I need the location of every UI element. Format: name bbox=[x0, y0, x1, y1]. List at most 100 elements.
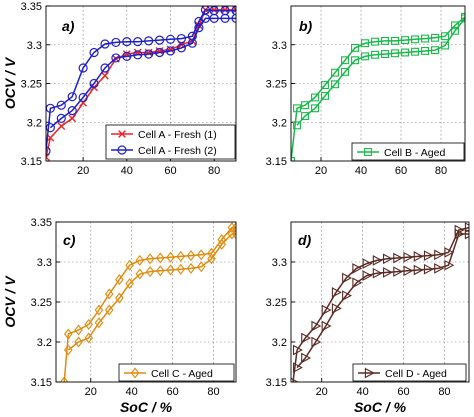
data-point bbox=[186, 262, 196, 274]
legend-box bbox=[352, 363, 467, 382]
data-point bbox=[351, 43, 359, 52]
data-point bbox=[383, 267, 393, 278]
data-point bbox=[444, 247, 455, 258]
y-tick-label: 3.2 bbox=[27, 117, 42, 129]
data-point bbox=[176, 250, 186, 262]
data-point bbox=[46, 146, 51, 156]
series-line bbox=[292, 226, 469, 382]
data-point bbox=[321, 81, 329, 90]
data-point bbox=[292, 362, 303, 373]
y-tick-label: 3.15 bbox=[21, 156, 42, 168]
data-point bbox=[431, 46, 439, 55]
data-point bbox=[166, 264, 175, 276]
data-point bbox=[165, 34, 176, 44]
plot-frame bbox=[290, 221, 470, 383]
x-axis-title: SoC / % bbox=[120, 399, 173, 415]
data-point bbox=[100, 39, 110, 49]
data-point bbox=[361, 39, 369, 48]
data-point bbox=[74, 324, 83, 336]
data-point bbox=[115, 274, 124, 286]
data-point bbox=[176, 43, 187, 53]
data-point bbox=[391, 36, 399, 45]
data-point bbox=[331, 80, 339, 89]
data-point bbox=[441, 32, 449, 41]
x-tick-label: 60 bbox=[395, 165, 407, 177]
data-point bbox=[434, 249, 445, 261]
data-point bbox=[74, 336, 83, 348]
x-tick-label: 80 bbox=[208, 165, 220, 177]
data-point bbox=[154, 35, 165, 45]
data-point bbox=[451, 26, 459, 35]
data-point bbox=[133, 50, 143, 60]
data-point bbox=[464, 222, 469, 233]
x-tick-label: 40 bbox=[121, 165, 133, 177]
legend-box bbox=[118, 363, 235, 382]
x-tick-label: 80 bbox=[438, 386, 450, 398]
x-tick-label: 60 bbox=[166, 386, 178, 398]
data-point bbox=[413, 251, 424, 262]
data-point bbox=[227, 228, 236, 240]
data-point bbox=[342, 272, 353, 284]
data-point bbox=[231, 222, 236, 234]
data-point bbox=[362, 258, 373, 269]
series-line bbox=[46, 9, 236, 151]
legend-label: Cell A - Fresh (1) bbox=[138, 129, 217, 141]
data-point bbox=[362, 270, 373, 281]
data-point bbox=[421, 34, 429, 43]
data-point bbox=[393, 266, 404, 277]
data-point bbox=[133, 37, 143, 47]
plot-frame bbox=[55, 221, 237, 383]
data-point bbox=[403, 251, 414, 263]
data-point bbox=[291, 377, 299, 382]
legend-box bbox=[105, 124, 236, 160]
data-point bbox=[231, 6, 236, 16]
x-tick-label: 20 bbox=[77, 165, 89, 177]
data-point bbox=[381, 50, 389, 59]
y-tick-label: 3.15 bbox=[266, 377, 287, 389]
data-point bbox=[381, 36, 389, 45]
data-point bbox=[207, 253, 216, 265]
data-point bbox=[68, 114, 77, 123]
y-tick-label: 3.35 bbox=[21, 1, 42, 13]
data-point bbox=[311, 93, 319, 102]
data-point bbox=[196, 249, 206, 261]
data-point bbox=[63, 328, 73, 340]
data-point bbox=[401, 48, 409, 57]
data-point bbox=[104, 304, 114, 316]
y-tick-label: 3.25 bbox=[31, 297, 52, 309]
data-point bbox=[145, 266, 155, 278]
data-point bbox=[111, 53, 121, 63]
data-point bbox=[209, 13, 219, 23]
y-axis-title: OCV / V bbox=[2, 56, 18, 109]
data-point bbox=[176, 33, 187, 44]
x-axis-title: SoC / % bbox=[354, 399, 407, 415]
data-point bbox=[231, 228, 236, 240]
data-point bbox=[301, 352, 312, 364]
data-point bbox=[67, 106, 77, 116]
data-point bbox=[411, 47, 419, 56]
data-point bbox=[441, 41, 449, 50]
y-tick-label: 3.3 bbox=[27, 40, 42, 52]
legend-label: Cell D - Aged bbox=[385, 368, 447, 380]
data-point bbox=[413, 264, 424, 276]
data-point bbox=[311, 336, 322, 348]
series-line bbox=[291, 16, 465, 161]
data-point bbox=[372, 267, 383, 279]
x-tick-label: 60 bbox=[397, 386, 409, 398]
data-point bbox=[464, 228, 469, 240]
data-point bbox=[342, 290, 353, 301]
data-point bbox=[321, 304, 332, 316]
data-point bbox=[321, 91, 329, 100]
panel-label: b) bbox=[299, 18, 313, 34]
data-point bbox=[200, 13, 211, 23]
plot-area-a bbox=[46, 6, 236, 161]
data-point bbox=[115, 292, 124, 304]
x-tick-label: 40 bbox=[356, 386, 368, 398]
data-point bbox=[63, 344, 73, 356]
x-tick-label: 20 bbox=[316, 386, 328, 398]
y-tick-label: 3.3 bbox=[272, 257, 287, 269]
data-point bbox=[292, 344, 303, 356]
y-tick-label: 3.3 bbox=[37, 257, 52, 269]
data-point bbox=[352, 277, 363, 289]
data-point bbox=[125, 278, 134, 290]
